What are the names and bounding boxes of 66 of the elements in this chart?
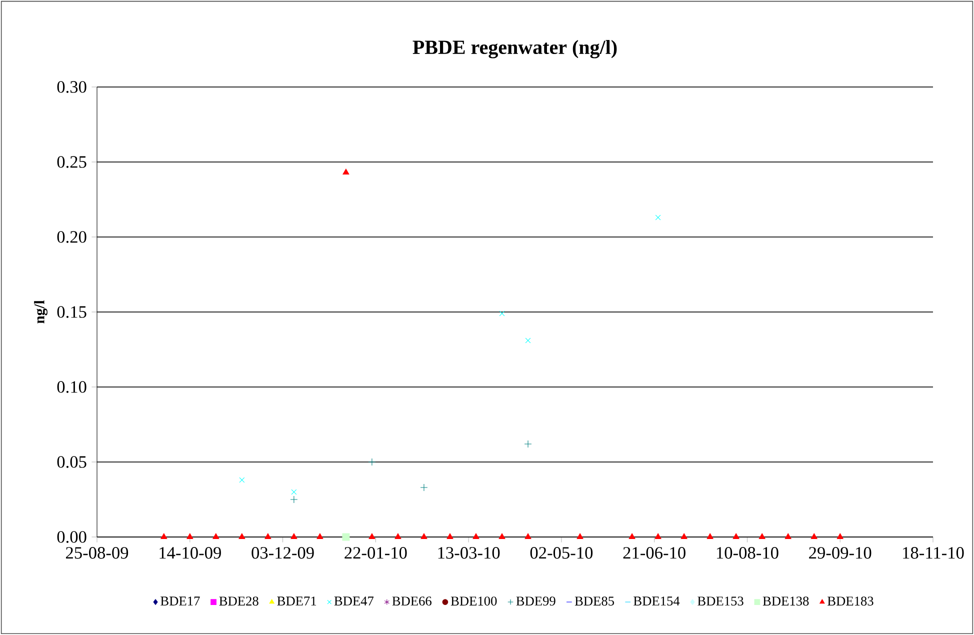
point xyxy=(498,533,506,539)
point xyxy=(628,533,636,539)
point xyxy=(654,533,662,539)
y-tick-label: 0.20 xyxy=(57,231,86,243)
point xyxy=(446,533,454,539)
chart-title: PBDE regenwater (ng/l) xyxy=(412,40,617,58)
point xyxy=(758,533,766,539)
point xyxy=(264,533,272,539)
point xyxy=(291,489,297,495)
point xyxy=(810,533,818,539)
point xyxy=(186,533,194,539)
legend-label: BDE100 xyxy=(450,596,497,606)
x-tick-label: 10-08-10 xyxy=(716,547,778,559)
point xyxy=(784,533,792,539)
legend-label: BDE154 xyxy=(634,596,680,606)
y-axis-title: ng/l xyxy=(34,300,48,324)
x-tick-label: 02-05-10 xyxy=(530,547,593,559)
legend-label: BDE28 xyxy=(219,596,258,606)
x-tick-label: 22-01-10 xyxy=(344,547,407,559)
point xyxy=(576,533,584,539)
legend-label: BDE47 xyxy=(334,596,374,606)
x-tick-label: 13-03-10 xyxy=(438,547,500,559)
point xyxy=(420,484,428,492)
point xyxy=(368,458,376,466)
point xyxy=(472,533,480,539)
x-tick-label: 03-12-09 xyxy=(252,547,314,559)
x-tick-label: 18-11-10 xyxy=(903,547,964,559)
x-tick-label: 29-09-10 xyxy=(809,547,872,559)
point xyxy=(524,533,532,539)
point xyxy=(342,533,350,541)
point xyxy=(394,533,402,539)
point xyxy=(706,533,714,539)
point xyxy=(342,168,350,174)
legend-label: BDE85 xyxy=(574,596,614,606)
point xyxy=(239,477,245,483)
point xyxy=(732,533,740,539)
y-tick-label: 0.30 xyxy=(57,81,86,93)
legend-label: BDE153 xyxy=(698,596,744,606)
point xyxy=(499,310,505,316)
point xyxy=(316,533,324,539)
legend-label: BDE71 xyxy=(277,596,316,606)
point xyxy=(524,440,532,448)
y-tick-label: 0.00 xyxy=(57,531,86,543)
y-tick-label: 0.10 xyxy=(57,381,86,393)
point xyxy=(525,338,531,344)
y-tick-label: 0.05 xyxy=(57,456,86,468)
point xyxy=(655,214,661,220)
y-tick-label: 0.25 xyxy=(57,156,86,168)
x-tick-label: 25-08-09 xyxy=(66,547,128,559)
legend-label: BDE66 xyxy=(392,596,432,606)
legend-label: BDE183 xyxy=(828,596,874,606)
point xyxy=(290,496,298,504)
point xyxy=(368,533,376,539)
legend-label: BDE138 xyxy=(762,596,809,606)
x-tick-label: 21-06-10 xyxy=(623,547,686,559)
y-tick-label: 0.15 xyxy=(57,306,86,318)
point xyxy=(160,533,168,539)
point xyxy=(836,533,844,539)
x-tick-label: 14-10-09 xyxy=(160,547,221,559)
point xyxy=(290,533,298,539)
point xyxy=(420,533,428,539)
legend-label: BDE99 xyxy=(516,596,556,606)
point xyxy=(680,533,688,539)
point xyxy=(238,533,246,539)
legend-label: BDE17 xyxy=(160,596,200,606)
point xyxy=(212,533,220,539)
